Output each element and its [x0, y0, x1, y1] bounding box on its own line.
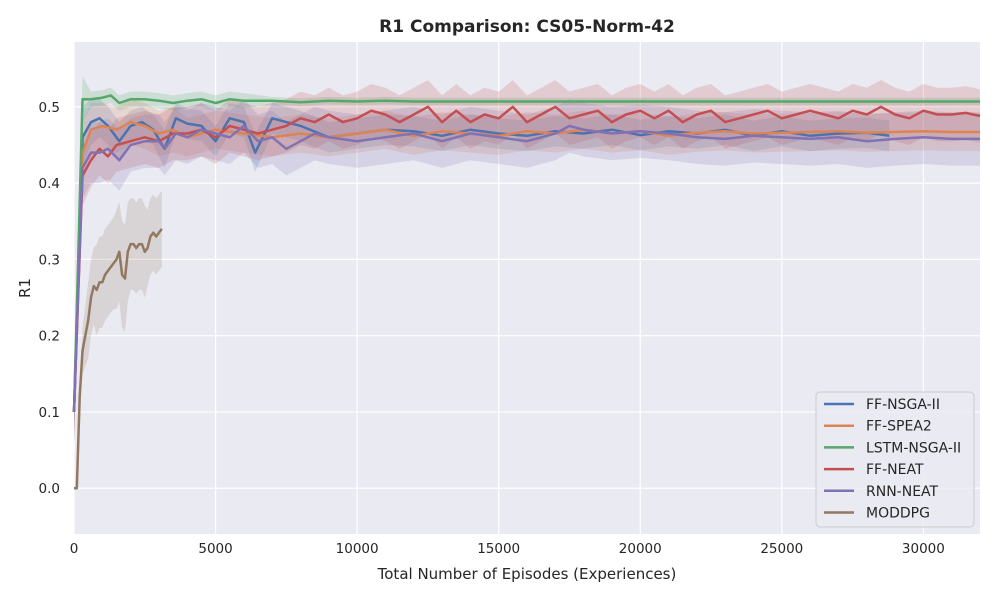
- x-tick-label: 0: [70, 541, 79, 557]
- confidence-band: [74, 99, 980, 443]
- legend-label: RNN-NEAT: [866, 484, 939, 500]
- x-tick-label: 10000: [336, 541, 379, 557]
- series-lines: [72, 94, 981, 490]
- x-axis-ticks: 0 5000 10000 15000 20000 25000 30000: [70, 541, 945, 557]
- legend-label: FF-NSGA-II: [866, 397, 940, 413]
- x-axis-label: Total Number of Episodes (Experiences): [377, 565, 677, 583]
- y-axis-ticks: 0.0 0.1 0.2 0.3 0.4 0.5: [39, 100, 60, 497]
- y-tick-label: 0.4: [39, 176, 60, 192]
- chart-title: R1 Comparison: CS05-Norm-42: [379, 17, 675, 37]
- y-tick-label: 0.2: [39, 329, 60, 345]
- legend-label: LSTM-NSGA-II: [866, 440, 961, 456]
- x-tick-label: 15000: [477, 541, 520, 557]
- x-tick-label: 5000: [198, 541, 232, 557]
- y-tick-label: 0.1: [39, 405, 60, 421]
- legend: FF-NSGA-II FF-SPEA2 LSTM-NSGA-II FF-NEAT RNN…: [815, 391, 975, 528]
- legend-label: MODDPG: [866, 506, 930, 522]
- confidence-band: [74, 190, 162, 489]
- series-line: [72, 124, 980, 413]
- y-axis-label: R1: [16, 278, 34, 298]
- y-tick-label: 0.5: [39, 100, 60, 116]
- legend-box: [815, 391, 975, 528]
- confidence-band: [74, 80, 980, 443]
- legend-label: FF-NEAT: [866, 462, 924, 478]
- legend-label: FF-SPEA2: [866, 419, 932, 435]
- series-line: [74, 228, 163, 490]
- x-tick-label: 25000: [760, 541, 803, 557]
- x-tick-label: 30000: [902, 541, 945, 557]
- series-line: [72, 94, 980, 413]
- y-tick-label: 0.3: [39, 252, 60, 268]
- confidence-band: [74, 99, 980, 443]
- grid-lines: [73, 42, 980, 534]
- x-tick-label: 20000: [619, 541, 662, 557]
- series-line: [72, 120, 980, 413]
- y-tick-label: 0.0: [39, 481, 60, 497]
